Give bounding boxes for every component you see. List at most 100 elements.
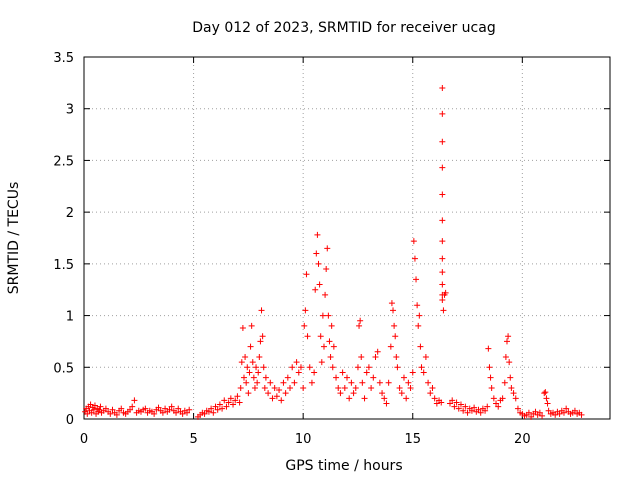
data-point bbox=[240, 374, 247, 381]
data-point bbox=[84, 410, 91, 417]
data-point bbox=[248, 322, 255, 329]
data-point bbox=[475, 406, 482, 413]
data-point bbox=[273, 393, 280, 400]
data-point bbox=[410, 238, 417, 245]
data-point bbox=[468, 407, 475, 414]
data-point bbox=[439, 110, 446, 117]
data-point bbox=[462, 403, 469, 410]
data-point bbox=[447, 400, 454, 407]
data-point bbox=[208, 405, 215, 412]
data-point bbox=[376, 379, 383, 386]
data-point bbox=[315, 260, 322, 267]
data-point bbox=[284, 374, 291, 381]
data-point bbox=[495, 403, 502, 410]
data-point bbox=[482, 407, 489, 414]
data-point bbox=[532, 408, 539, 415]
data-point bbox=[127, 406, 134, 413]
data-point bbox=[420, 369, 427, 376]
data-point bbox=[505, 333, 512, 340]
x-tick-label: 15 bbox=[404, 432, 421, 447]
data-point bbox=[278, 397, 285, 404]
data-point bbox=[363, 369, 370, 376]
data-point bbox=[350, 390, 357, 397]
data-point bbox=[510, 390, 517, 397]
data-point bbox=[560, 409, 567, 416]
data-point bbox=[439, 297, 446, 304]
data-points bbox=[82, 85, 585, 420]
data-point bbox=[414, 302, 421, 309]
data-point bbox=[503, 338, 510, 345]
data-point bbox=[254, 379, 261, 386]
data-point bbox=[400, 374, 407, 381]
data-point bbox=[329, 364, 336, 371]
data-point bbox=[539, 412, 546, 419]
data-point bbox=[142, 405, 149, 412]
data-point bbox=[398, 390, 405, 397]
data-point bbox=[107, 410, 114, 417]
data-point bbox=[344, 374, 350, 381]
axis-ticks bbox=[83, 56, 610, 420]
data-point bbox=[502, 353, 509, 360]
data-point bbox=[87, 401, 94, 408]
data-point bbox=[250, 374, 257, 381]
data-point bbox=[477, 409, 484, 416]
data-point bbox=[387, 343, 394, 350]
data-point bbox=[242, 353, 249, 360]
data-point bbox=[439, 238, 446, 245]
data-point bbox=[352, 384, 359, 391]
data-point bbox=[359, 379, 366, 386]
data-point bbox=[442, 289, 449, 296]
y-tick-label: 3.5 bbox=[53, 51, 74, 66]
data-point bbox=[356, 322, 363, 329]
data-point bbox=[396, 384, 403, 391]
data-point bbox=[269, 395, 276, 402]
data-point bbox=[324, 245, 331, 252]
data-point bbox=[162, 405, 169, 412]
y-tick-label: 2.5 bbox=[53, 154, 74, 169]
data-point bbox=[439, 164, 446, 171]
data-point bbox=[422, 353, 429, 360]
data-point bbox=[337, 390, 344, 397]
data-point bbox=[368, 384, 375, 391]
data-point bbox=[314, 231, 321, 238]
data-point bbox=[118, 405, 125, 412]
y-tick-label: 0 bbox=[66, 413, 74, 428]
data-point bbox=[415, 322, 422, 329]
data-point bbox=[184, 409, 191, 416]
data-point bbox=[236, 399, 243, 406]
data-point bbox=[433, 400, 440, 407]
data-point bbox=[131, 397, 138, 404]
data-point bbox=[536, 409, 543, 416]
data-point bbox=[260, 364, 267, 371]
data-point bbox=[88, 409, 95, 416]
data-point bbox=[348, 379, 355, 386]
data-point bbox=[392, 333, 399, 340]
data-point bbox=[239, 324, 246, 331]
data-point bbox=[507, 374, 514, 381]
data-point bbox=[485, 345, 492, 352]
data-point bbox=[326, 338, 333, 345]
data-point bbox=[460, 407, 467, 414]
data-point bbox=[113, 411, 120, 418]
data-point bbox=[379, 390, 386, 397]
x-tick-labels: 0 5 10 15 20 bbox=[80, 432, 531, 447]
data-point bbox=[306, 364, 313, 371]
data-point bbox=[238, 359, 245, 366]
data-point bbox=[244, 364, 251, 371]
y-tick-label: 3 bbox=[66, 103, 74, 118]
data-point bbox=[545, 407, 552, 414]
data-point bbox=[216, 401, 223, 408]
data-point bbox=[243, 379, 250, 386]
data-point bbox=[303, 271, 310, 278]
data-point bbox=[97, 403, 104, 410]
data-point bbox=[325, 312, 332, 319]
data-point bbox=[451, 403, 458, 410]
data-point bbox=[318, 359, 325, 366]
x-axis-title: GPS time / hours bbox=[285, 458, 402, 474]
data-point bbox=[323, 266, 330, 273]
data-point bbox=[262, 374, 269, 381]
data-point bbox=[232, 397, 239, 404]
data-point bbox=[234, 393, 241, 400]
data-point bbox=[486, 364, 493, 371]
data-point bbox=[455, 405, 462, 412]
